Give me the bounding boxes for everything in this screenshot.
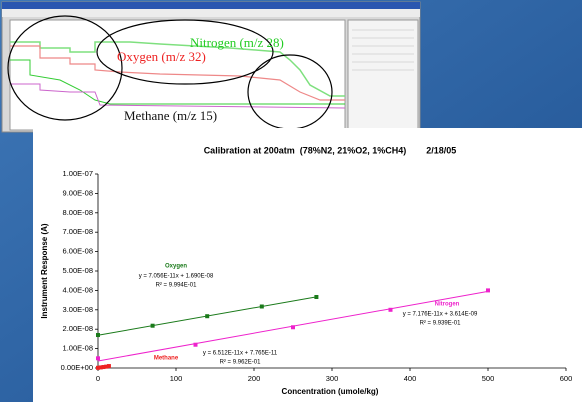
y-tick-label: 0.00E+00 (61, 363, 93, 372)
series-label: Nitrogen (435, 302, 460, 308)
screenshot-annotation: Nitrogen (m/z 28) (190, 35, 284, 50)
data-point (486, 288, 490, 293)
data-point (205, 314, 210, 319)
data-point (96, 365, 100, 370)
y-tick-label: 1.00E-08 (63, 344, 93, 353)
chart: Calibration at 200atm (78%N2, 21%O2, 1%C… (40, 145, 572, 396)
y-tick-label: 3.00E-08 (63, 305, 93, 314)
y-tick-label: 6.00E-08 (63, 247, 93, 256)
data-point (101, 365, 106, 370)
data-point (291, 325, 295, 330)
screenshot-annotation: Methane (m/z 15) (124, 108, 217, 123)
screenshot-annotation: Oxygen (m/z 32) (117, 49, 206, 64)
data-point (259, 304, 264, 309)
y-tick-label: 1.00E-07 (63, 169, 93, 178)
data-point (104, 364, 109, 369)
data-point (150, 323, 155, 328)
trend-r2: R² = 9.939E-01 (420, 321, 462, 327)
data-point (96, 356, 100, 361)
data-point (98, 365, 103, 370)
chart-panel (33, 128, 582, 402)
trend-equation: y = 6.512E-11x + 7.765E-11 (203, 351, 278, 357)
data-point (388, 307, 393, 312)
data-point (314, 294, 319, 299)
chart-title: Calibration at 200atm (78%N2, 21%O2, 1%C… (204, 145, 457, 155)
y-tick-label: 8.00E-08 (63, 208, 93, 217)
y-tick-label: 5.00E-08 (63, 266, 93, 275)
y-axis-label: Instrument Response (A) (40, 223, 49, 318)
data-point (106, 364, 111, 369)
trend-r2: R² = 9.962E-01 (220, 360, 262, 366)
x-tick-label: 0 (96, 374, 100, 383)
x-tick-label: 300 (326, 374, 339, 383)
y-tick-label: 7.00E-08 (63, 227, 93, 236)
y-tick-label: 9.00E-08 (63, 188, 93, 197)
x-tick-label: 200 (248, 374, 261, 383)
series-label: Oxygen (165, 264, 187, 270)
x-tick-label: 500 (482, 374, 495, 383)
x-tick-label: 400 (404, 374, 417, 383)
y-tick-label: 4.00E-08 (63, 285, 93, 294)
trend-r2: R² = 9.994E-01 (156, 283, 198, 289)
x-tick-label: 100 (170, 374, 183, 383)
trend-equation: y = 7.056E-11x + 1.690E-08 (139, 274, 214, 280)
series-label: Methane (154, 356, 179, 362)
x-tick-label: 600 (560, 374, 573, 383)
data-point (193, 342, 198, 347)
data-point (96, 333, 100, 338)
software-screenshot: Nitrogen (m/z 28) Oxygen (m/z 32) Methan… (1, 1, 421, 133)
y-tick-label: 2.00E-08 (63, 324, 93, 333)
trend-equation: y = 7.176E-11x + 3.614E-09 (403, 312, 478, 318)
x-axis-label: Concentration (umole/kg) (282, 387, 379, 396)
